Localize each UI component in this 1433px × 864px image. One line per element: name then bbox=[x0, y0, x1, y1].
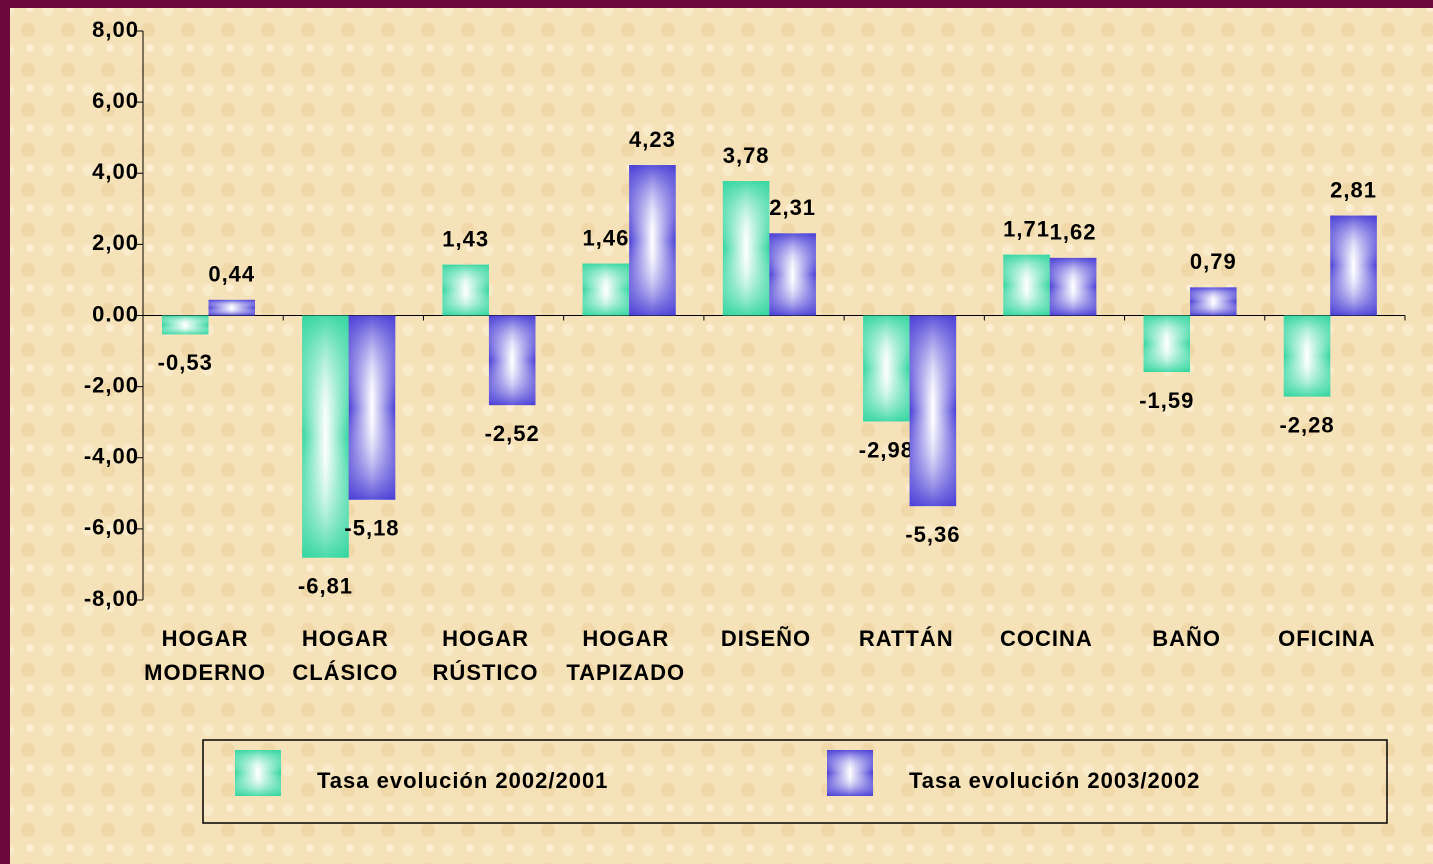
data-label: -0,53 bbox=[158, 350, 213, 375]
background bbox=[10, 8, 1433, 864]
bar-shade bbox=[909, 315, 957, 507]
y-tick-label: -6,00 bbox=[84, 515, 139, 540]
bar-shade bbox=[162, 315, 209, 335]
data-label: -2,52 bbox=[485, 421, 540, 446]
bar-shade bbox=[1330, 215, 1377, 316]
x-tick-label: HOGAR MODERNO bbox=[144, 626, 266, 685]
x-tick-label: BAÑO bbox=[1152, 626, 1221, 651]
x-tick-label: COCINA bbox=[1000, 626, 1093, 651]
x-tick-label: RATTÁN bbox=[859, 626, 954, 651]
bar-shade bbox=[302, 315, 349, 558]
x-tick-label: OFICINA bbox=[1278, 626, 1375, 651]
bar-shade bbox=[769, 233, 816, 316]
legend-label: Tasa evolución 2002/2001 bbox=[317, 768, 608, 793]
data-label: 1,46 bbox=[583, 225, 630, 250]
x-tick-label: DISEÑO bbox=[721, 626, 811, 651]
bar-shade bbox=[488, 315, 536, 406]
legend-swatch-shade bbox=[827, 750, 873, 796]
y-tick-label: 6,00 bbox=[92, 88, 139, 113]
x-tick-label: HOGAR TAPIZADO bbox=[566, 626, 685, 685]
bar-shade bbox=[208, 299, 255, 316]
bar-shade bbox=[1143, 315, 1191, 373]
bar-shade bbox=[629, 165, 676, 316]
data-label: 1,43 bbox=[442, 226, 489, 251]
data-label: 3,78 bbox=[723, 143, 770, 168]
bar-shade bbox=[348, 315, 396, 500]
bar-shade bbox=[1190, 287, 1237, 316]
bar-shade bbox=[1003, 254, 1050, 316]
legend-swatch-shade bbox=[235, 750, 281, 796]
x-tick-label: HOGAR RÚSTICO bbox=[433, 626, 539, 685]
x-tick-label: HOGAR CLÁSICO bbox=[292, 626, 398, 685]
data-label: -2,28 bbox=[1279, 412, 1334, 437]
data-label: 2,31 bbox=[769, 195, 816, 220]
y-tick-label: -4,00 bbox=[84, 444, 139, 469]
y-tick-label: 2,00 bbox=[92, 230, 139, 255]
data-label: -5,18 bbox=[344, 516, 399, 541]
bar-shade bbox=[863, 315, 910, 422]
y-tick-label: -2,00 bbox=[84, 372, 139, 397]
y-tick-label: 8,00 bbox=[92, 17, 139, 42]
bar-shade bbox=[1049, 257, 1097, 316]
legend-label: Tasa evolución 2003/2002 bbox=[909, 768, 1200, 793]
data-label: 0,44 bbox=[208, 262, 255, 287]
bar-shade bbox=[1283, 315, 1331, 397]
bar-shade bbox=[582, 263, 630, 316]
data-label: -6,81 bbox=[298, 573, 353, 598]
y-tick-label: -8,00 bbox=[84, 586, 139, 611]
bar-shade bbox=[442, 264, 489, 316]
legend-box bbox=[202, 739, 1388, 824]
y-tick-label: 0.00 bbox=[92, 301, 139, 326]
data-label: -2,98 bbox=[859, 437, 914, 462]
data-label: -1,59 bbox=[1139, 388, 1194, 413]
data-label: 0,79 bbox=[1190, 249, 1237, 274]
data-label: 1,71 bbox=[1003, 217, 1050, 242]
data-label: -5,36 bbox=[905, 522, 960, 547]
y-tick-label: 4,00 bbox=[92, 159, 139, 184]
data-label: 1,62 bbox=[1050, 220, 1097, 245]
data-label: 4,23 bbox=[629, 127, 676, 152]
data-label: 2,81 bbox=[1330, 177, 1377, 202]
bar-shade bbox=[722, 181, 770, 316]
